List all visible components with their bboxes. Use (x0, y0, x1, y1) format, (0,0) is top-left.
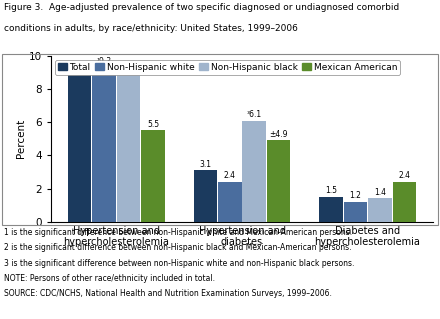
Text: 1.4: 1.4 (374, 188, 386, 197)
Text: ³6.1: ³6.1 (247, 110, 262, 119)
Text: 3.1: 3.1 (199, 160, 211, 169)
Text: 2.4: 2.4 (224, 171, 236, 180)
Text: 3 is the significant difference between non-Hispanic white and non-Hispanic blac: 3 is the significant difference between … (4, 259, 355, 268)
Bar (319, 197, 343, 222)
Text: ±4.9: ±4.9 (269, 130, 288, 139)
Bar (344, 202, 367, 222)
Text: 2.4: 2.4 (398, 171, 410, 180)
Text: Figure 3.  Age-adjusted prevalence of two specific diagnosed or undiagnosed como: Figure 3. Age-adjusted prevalence of two… (4, 3, 400, 12)
Text: 5.5: 5.5 (147, 120, 159, 129)
Text: 1.5: 1.5 (325, 186, 337, 195)
Text: ²8.9: ²8.9 (121, 63, 136, 72)
Y-axis label: Percent: Percent (16, 119, 26, 159)
Bar (68, 74, 92, 222)
Legend: Total, Non-Hispanic white, Non-Hispanic black, Mexican American: Total, Non-Hispanic white, Non-Hispanic … (55, 60, 400, 75)
Bar (194, 170, 217, 222)
Text: ¹9.3: ¹9.3 (97, 57, 112, 66)
Text: SOURCE: CDC/NCHS, National Health and Nutrition Examination Surveys, 1999–2006.: SOURCE: CDC/NCHS, National Health and Nu… (4, 289, 332, 298)
Text: 1.2: 1.2 (349, 191, 361, 200)
Bar (392, 182, 416, 222)
Bar (267, 140, 290, 222)
Bar (242, 121, 266, 222)
Text: 8.9: 8.9 (74, 63, 86, 72)
Text: 2 is the significant difference between non-Hispanic black and Mexican-American : 2 is the significant difference between … (4, 243, 352, 252)
Bar (141, 130, 165, 222)
Text: 1 is the significant difference between non-Hispanic white and Mexican-American : 1 is the significant difference between … (4, 228, 352, 237)
Bar (218, 182, 242, 222)
Bar (117, 74, 140, 222)
Bar (368, 198, 392, 222)
Bar (92, 67, 116, 222)
Text: NOTE: Persons of other race/ethnicity included in total.: NOTE: Persons of other race/ethnicity in… (4, 274, 216, 283)
Text: conditions in adults, by race/ethnicity: United States, 1999–2006: conditions in adults, by race/ethnicity:… (4, 24, 298, 33)
